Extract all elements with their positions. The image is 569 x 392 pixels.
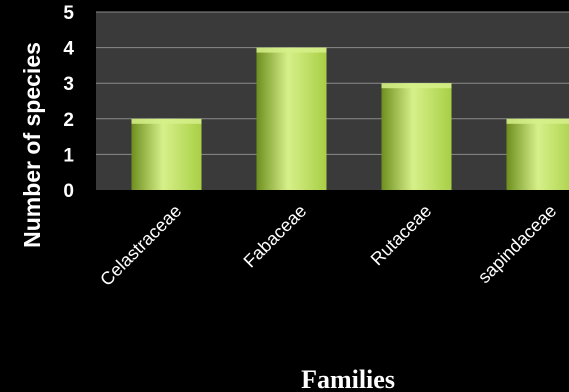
y-axis-ticks: 0 1 2 3 4 5 [63,3,74,202]
y-tick-label: 2 [63,110,74,131]
x-axis-categories: Celastraceae Fabaceae Rutaceae sapindaceae [96,201,560,290]
y-tick-label: 1 [63,145,74,166]
y-tick-label: 4 [63,39,74,60]
x-axis-title: Families [301,365,395,392]
bar-fabaceae [256,47,327,190]
y-tick-label: 0 [63,181,74,202]
bar-sapindaceae [506,118,569,190]
x-category-label: Fabaceae [240,201,311,272]
bar-top-bevel [506,118,569,124]
x-category-label: Celastraceae [96,201,185,290]
y-tick-label: 5 [63,3,74,24]
x-category-label: sapindaceae [474,201,560,287]
bar-celastraceae [131,118,202,190]
bars [131,47,569,190]
x-category-label: Rutaceae [367,201,436,270]
bar-rutaceae [381,83,452,190]
bar-top-bevel [381,83,452,89]
y-tick-label: 3 [63,74,74,95]
bar-top-bevel [131,118,202,124]
bar-top-bevel [256,47,327,53]
y-axis-title: Number of species [19,42,45,248]
